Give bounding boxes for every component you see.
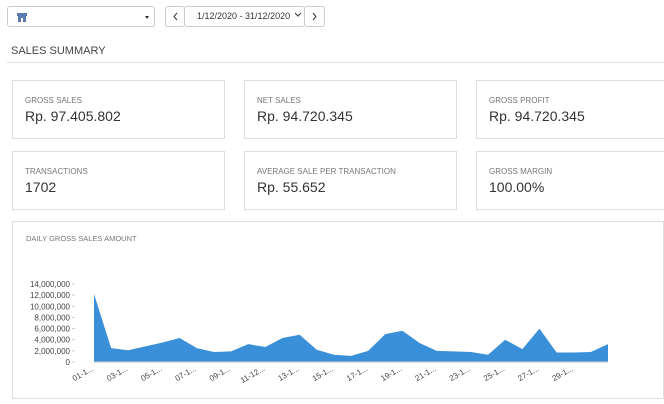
card-label: GROSS MARGIN: [489, 167, 553, 176]
x-tick-label: 15-1...: [311, 364, 335, 383]
y-tick-label: 12,000,000: [30, 291, 71, 300]
chart: DAILY GROSS SALES AMOUNT 0 2,000,000 4,000…: [26, 234, 608, 385]
date-range-text: 1/12/2020 - 31/12/2020: [197, 11, 291, 21]
y-tick-label: 4,000,000: [34, 336, 70, 345]
x-tick-label: 07-1...: [174, 364, 198, 383]
card-value: 100.00%: [489, 179, 545, 195]
x-tick-label: 01-1...: [71, 364, 95, 383]
card-value: Rp. 97.405.802: [25, 108, 121, 124]
page-title: SALES SUMMARY: [11, 45, 106, 57]
card-value: Rp. 55.652: [257, 179, 326, 195]
x-tick-label: 23-1...: [448, 364, 472, 383]
y-tick-label: 2,000,000: [34, 347, 70, 356]
x-tick-label: 21-1...: [414, 364, 438, 383]
x-tick-label: 03-1...: [105, 364, 129, 383]
summary-card: GROSS MARGIN 100.00%: [476, 151, 664, 210]
x-tick-label: 05-1...: [139, 364, 163, 383]
card-value: 1702: [25, 179, 57, 195]
area: [94, 294, 608, 362]
y-tick-label: 10,000,000: [30, 302, 71, 311]
y-tick-label: 8,000,000: [34, 313, 70, 322]
summary-card: TRANSACTIONS 1702: [12, 151, 225, 210]
card-value: Rp. 94.720.345: [257, 108, 353, 124]
card-label: AVERAGE SALE PER TRANSACTION: [257, 167, 396, 176]
summary-card: NET SALES Rp. 94.720.345: [244, 80, 457, 139]
chart-card: DAILY GROSS SALES AMOUNT 0 2,000,000 4,000…: [12, 221, 664, 399]
summary-card: GROSS SALES Rp. 97.405.802: [12, 80, 225, 139]
divider: [7, 62, 664, 63]
y-tick-label: 0: [66, 358, 71, 367]
card-label: TRANSACTIONS: [25, 167, 88, 176]
card-label: GROSS PROFIT: [489, 96, 550, 105]
prev-button[interactable]: [165, 6, 185, 27]
x-tick-label: 27-1...: [516, 364, 540, 383]
card-label: NET SALES: [257, 96, 301, 105]
x-tick-label: 11-12...: [239, 364, 266, 385]
next-button[interactable]: [304, 6, 325, 27]
y-tick-label: 6,000,000: [34, 325, 70, 334]
chart-title: DAILY GROSS SALES AMOUNT: [26, 234, 137, 243]
date-range[interactable]: 1/12/2020 - 31/12/2020: [184, 6, 305, 27]
y-tick-label: 14,000,000: [30, 280, 71, 289]
card-label: GROSS SALES: [25, 96, 82, 105]
chevron: [294, 12, 302, 17]
x-tick-label: 13-1...: [276, 364, 300, 383]
x-tick-label: 19-1...: [379, 364, 403, 383]
card-value: Rp. 94.720.345: [489, 108, 585, 124]
summary-card: AVERAGE SALE PER TRANSACTION Rp. 55.652: [244, 151, 457, 210]
store-dropdown[interactable]: [7, 6, 155, 27]
x-tick-label: 25-1...: [482, 364, 506, 383]
summary-card: GROSS PROFIT Rp. 94.720.345: [476, 80, 664, 139]
x-tick-label: 09-1...: [208, 364, 232, 383]
dropdown-icons: [17, 13, 149, 22]
x-tick-label: 29-1...: [551, 364, 575, 383]
x-tick-label: 17-1...: [345, 364, 369, 383]
